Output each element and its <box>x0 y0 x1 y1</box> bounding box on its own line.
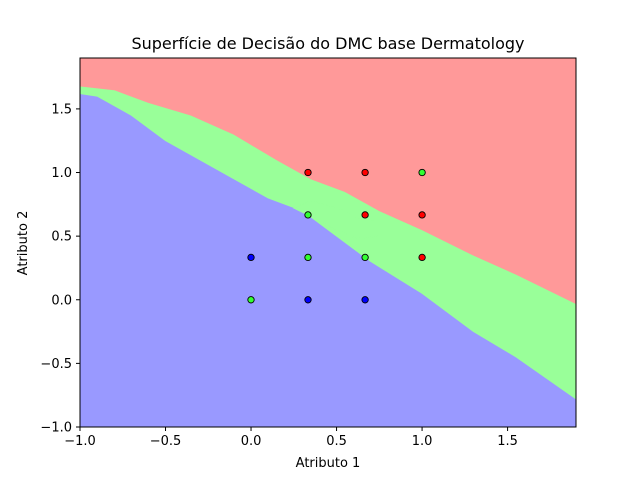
x-tick-label: −0.5 <box>150 434 182 449</box>
green-data-point <box>418 168 426 177</box>
x-axis: −1.0 −0.5 0.0 0.5 1.0 1.5 <box>64 427 518 449</box>
x-tick-label: 1.0 <box>412 434 433 449</box>
decision-regions <box>79 57 577 428</box>
y-tick-label: 0.0 <box>51 293 72 308</box>
y-axis-title: Atributo 2 <box>16 211 31 276</box>
y-axis: −1.0 −0.5 0.0 0.5 1.0 1.5 <box>40 102 80 436</box>
red-data-point <box>361 168 369 177</box>
green-data-point <box>304 253 312 262</box>
blue-data-point <box>247 253 255 262</box>
x-tick-label: 0.0 <box>241 434 262 449</box>
chart-title: Superfície de Decisão do DMC base Dermat… <box>131 34 524 53</box>
y-tick-label: 0.5 <box>51 230 72 245</box>
y-tick-label: −0.5 <box>40 357 72 372</box>
x-axis-title: Atributo 1 <box>296 456 361 471</box>
plot-frame <box>79 57 577 428</box>
red-decision-region <box>79 57 577 305</box>
x-tick-label: 0.5 <box>326 434 347 449</box>
red-data-point <box>418 211 426 219</box>
red-data-point <box>361 211 369 219</box>
red-data-point <box>418 253 426 262</box>
data-points <box>247 168 426 304</box>
green-data-point <box>247 296 255 304</box>
x-tick-label: 1.5 <box>497 434 518 449</box>
x-tick-label: −1.0 <box>64 434 96 449</box>
y-tick-label: −1.0 <box>40 421 72 436</box>
green-data-point <box>304 211 312 219</box>
green-data-point <box>361 253 369 262</box>
y-tick-label: 1.5 <box>51 102 72 117</box>
red-data-point <box>304 168 312 177</box>
blue-data-point <box>304 296 312 304</box>
blue-data-point <box>361 296 369 304</box>
y-tick-label: 1.0 <box>51 166 72 181</box>
green-decision-region <box>292 200 380 240</box>
